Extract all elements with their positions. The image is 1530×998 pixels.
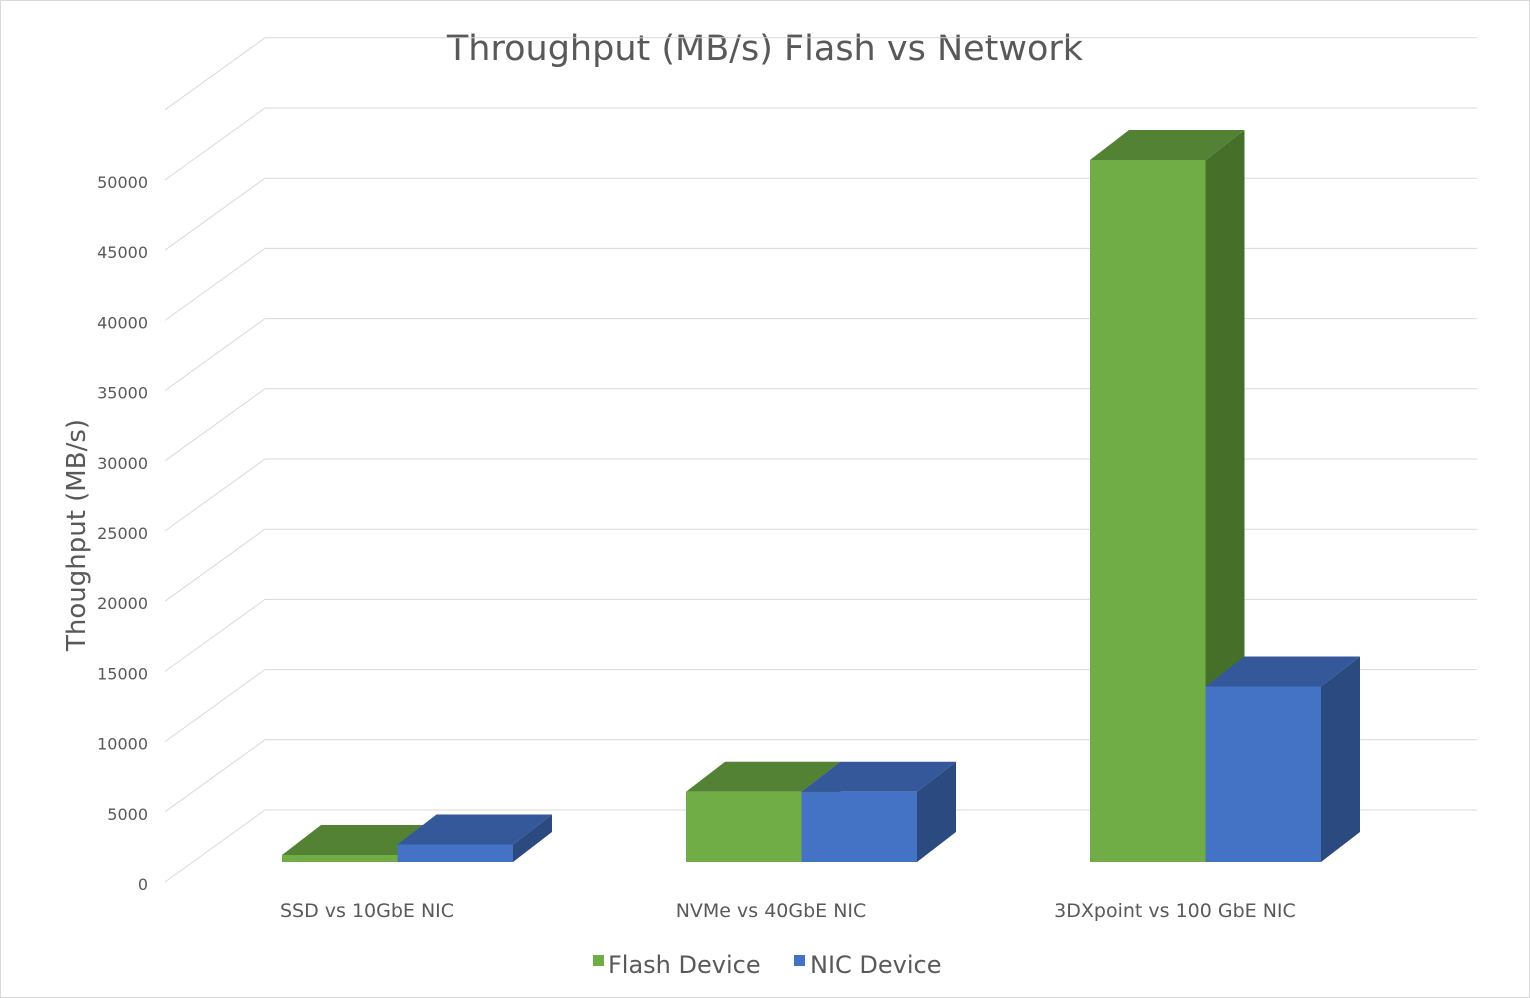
gridline-side [164, 598, 266, 672]
bar-nic-device [801, 761, 956, 862]
y-tick-label: 45000 [97, 243, 148, 262]
legend-swatch-flash [593, 955, 604, 966]
bar-front [282, 854, 398, 862]
chart-title: Throughput (MB/s) Flash vs Network [446, 29, 1084, 69]
y-tick-label: 20000 [97, 594, 148, 613]
bar-side [1321, 656, 1360, 862]
bar-nic-device [1205, 656, 1360, 862]
x-tick-label: 3DXpoint vs 100 GbE NIC [1054, 900, 1296, 922]
bar-top [397, 814, 552, 845]
bar-front [686, 791, 802, 862]
bar-side [513, 814, 552, 862]
y-axis-label: Thoughput (MB/s) [62, 419, 92, 652]
bar-nic-device [397, 814, 552, 862]
tick-labels: 0 5000 10000 15000 20000 25000 30000 35000 40000… [97, 173, 1296, 922]
y-tick-label: 10000 [97, 735, 148, 754]
bar-side [917, 761, 956, 862]
bar-front [801, 791, 917, 862]
gridline-side [164, 177, 266, 251]
y-tick-label: 30000 [97, 454, 148, 473]
y-tick-label: 5000 [107, 805, 148, 824]
gridline-side [164, 107, 266, 181]
y-tick-label: 0 [138, 875, 148, 894]
bar-top [1090, 130, 1245, 160]
gridline-side [164, 37, 266, 111]
gridline-side [164, 247, 266, 321]
bar-top [1205, 656, 1360, 687]
x-tick-label: NVMe vs 40GbE NIC [676, 900, 867, 922]
legend-swatch-nic [794, 955, 805, 966]
bar-top [801, 761, 956, 792]
x-tick-label: SSD vs 10GbE NIC [280, 900, 454, 922]
legend-label-nic: NIC Device [810, 951, 942, 979]
y-tick-label: 15000 [97, 664, 148, 683]
y-tick-label: 50000 [97, 173, 148, 192]
y-tick-label: 25000 [97, 524, 148, 543]
gridline-side [164, 809, 266, 883]
bar-front [397, 844, 513, 862]
gridline-side [164, 318, 266, 392]
bar-front [1090, 160, 1206, 862]
bars [282, 130, 1360, 862]
bar-front [1205, 686, 1321, 862]
legend-label-flash: Flash Device [608, 951, 761, 979]
gridline-side [164, 739, 266, 813]
gridline-side [164, 528, 266, 602]
gridline-side [164, 669, 266, 743]
gridline-side [164, 458, 266, 532]
y-tick-label: 40000 [97, 313, 148, 332]
bar-top [686, 761, 841, 792]
gridlines [164, 37, 1477, 883]
y-tick-label: 35000 [97, 384, 148, 403]
gridline-side [164, 388, 266, 462]
bar-flash-device [1090, 130, 1245, 862]
legend: Flash Device NIC Device [593, 951, 942, 979]
